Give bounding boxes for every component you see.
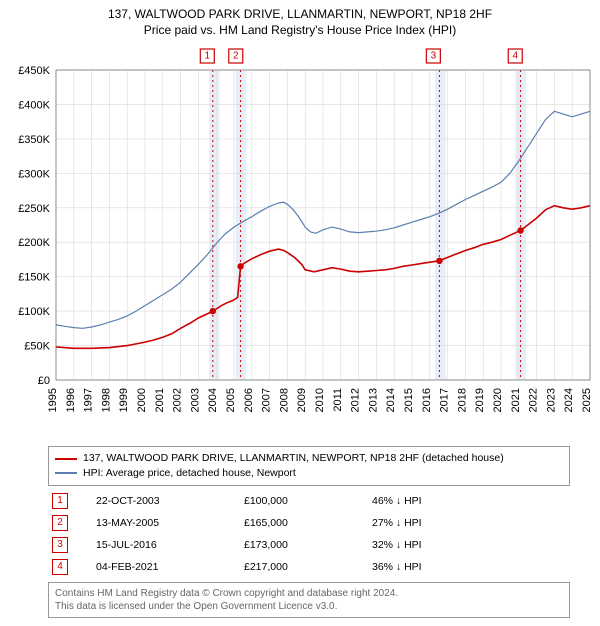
sales-row-price: £173,000 <box>240 534 368 556</box>
x-tick-label: 2020 <box>492 388 504 412</box>
x-tick-label: 2006 <box>243 388 255 412</box>
y-tick-label: £0 <box>38 375 50 387</box>
x-tick-label: 2001 <box>154 388 166 412</box>
x-tick-label: 2011 <box>332 388 344 412</box>
sales-row-num: 3 <box>52 537 68 553</box>
sale-point <box>210 308 216 314</box>
x-tick-label: 2024 <box>563 388 575 412</box>
x-tick-label: 2025 <box>581 388 593 412</box>
x-tick-label: 1997 <box>83 388 95 412</box>
x-tick-label: 2008 <box>278 388 290 412</box>
sales-row: 2 13-MAY-2005£165,00027% ↓ HPI <box>48 512 570 534</box>
x-tick-label: 2021 <box>510 388 522 412</box>
chart-svg: £0 £50K £100K £150K £200K £250K £300K £350K £400… <box>0 40 600 440</box>
sales-row-price: £165,000 <box>240 512 368 534</box>
x-tick-label: 1999 <box>118 388 130 412</box>
sales-row-price: £217,000 <box>240 556 368 578</box>
sales-row-delta: 32% ↓ HPI <box>368 534 570 556</box>
sales-row-delta: 27% ↓ HPI <box>368 512 570 534</box>
sales-row-date: 22-OCT-2003 <box>92 490 240 512</box>
x-tick-label: 2005 <box>225 388 237 412</box>
y-tick-label: £450K <box>18 65 50 77</box>
x-tick-label: 2023 <box>545 388 557 412</box>
x-tick-label: 2015 <box>403 388 415 412</box>
sales-row: 4 04-FEB-2021£217,00036% ↓ HPI <box>48 556 570 578</box>
x-tick-label: 2013 <box>367 388 379 412</box>
x-tick-label: 2010 <box>314 388 326 412</box>
sales-row-date: 04-FEB-2021 <box>92 556 240 578</box>
sales-row-delta: 36% ↓ HPI <box>368 556 570 578</box>
sale-band <box>209 70 220 380</box>
x-tick-label: 1998 <box>100 388 112 412</box>
x-tick-label: 2016 <box>421 388 433 412</box>
attribution-line-2: This data is licensed under the Open Gov… <box>55 600 563 613</box>
sales-row-num: 2 <box>52 515 68 531</box>
x-tick-label: 2022 <box>528 388 540 412</box>
sale-band <box>435 70 446 380</box>
title-line-1: 137, WALTWOOD PARK DRIVE, LLANMARTIN, NE… <box>10 6 590 22</box>
legend-label: HPI: Average price, detached house, Newp… <box>83 466 296 481</box>
sales-row-price: £100,000 <box>240 490 368 512</box>
sale-marker-num: 1 <box>205 51 211 62</box>
legend: 137, WALTWOOD PARK DRIVE, LLANMARTIN, NE… <box>48 446 570 485</box>
y-tick-label: £250K <box>18 203 50 215</box>
x-tick-label: 2014 <box>385 388 397 412</box>
sales-row-date: 13-MAY-2005 <box>92 512 240 534</box>
sale-marker-num: 4 <box>512 51 518 62</box>
sales-table: 1 22-OCT-2003£100,00046% ↓ HPI 2 13-MAY-200… <box>48 490 570 578</box>
x-tick-label: 2007 <box>261 388 273 412</box>
sales-row: 1 22-OCT-2003£100,00046% ↓ HPI <box>48 490 570 512</box>
x-tick-label: 2018 <box>456 388 468 412</box>
sales-row-num: 4 <box>52 559 68 575</box>
x-tick-label: 1995 <box>47 388 59 412</box>
chart-titles: 137, WALTWOOD PARK DRIVE, LLANMARTIN, NE… <box>0 0 600 40</box>
y-tick-label: £350K <box>18 134 50 146</box>
x-tick-label: 2003 <box>189 388 201 412</box>
legend-swatch <box>55 472 77 474</box>
sale-point <box>237 264 243 270</box>
y-tick-label: £100K <box>18 306 50 318</box>
x-tick-label: 2017 <box>439 388 451 412</box>
sales-row: 3 15-JUL-2016£173,00032% ↓ HPI <box>48 534 570 556</box>
title-line-2: Price paid vs. HM Land Registry's House … <box>10 22 590 38</box>
sales-row-delta: 46% ↓ HPI <box>368 490 570 512</box>
sale-point <box>436 258 442 264</box>
x-tick-label: 2009 <box>296 388 308 412</box>
sale-point <box>517 228 523 234</box>
legend-row: HPI: Average price, detached house, Newp… <box>55 466 563 481</box>
y-tick-label: £400K <box>18 100 50 112</box>
chart-area: £0 £50K £100K £150K £200K £250K £300K £350K £400… <box>0 40 600 440</box>
sales-row-date: 15-JUL-2016 <box>92 534 240 556</box>
sale-marker-num: 3 <box>431 51 437 62</box>
legend-row: 137, WALTWOOD PARK DRIVE, LLANMARTIN, NE… <box>55 451 563 466</box>
y-tick-label: £300K <box>18 169 50 181</box>
sale-marker-num: 2 <box>233 51 239 62</box>
x-tick-label: 2004 <box>207 388 219 412</box>
y-tick-label: £50K <box>24 341 50 353</box>
attribution: Contains HM Land Registry data © Crown c… <box>48 582 570 618</box>
attribution-line-1: Contains HM Land Registry data © Crown c… <box>55 587 563 600</box>
y-tick-label: £150K <box>18 272 50 284</box>
sales-row-num: 1 <box>52 493 68 509</box>
legend-swatch <box>55 458 77 460</box>
legend-label: 137, WALTWOOD PARK DRIVE, LLANMARTIN, NE… <box>83 451 504 466</box>
x-tick-label: 2000 <box>136 388 148 412</box>
y-tick-label: £200K <box>18 238 50 250</box>
x-tick-label: 2012 <box>350 388 362 412</box>
x-tick-label: 2002 <box>172 388 184 412</box>
x-tick-label: 2019 <box>474 388 486 412</box>
x-tick-label: 1996 <box>65 388 77 412</box>
